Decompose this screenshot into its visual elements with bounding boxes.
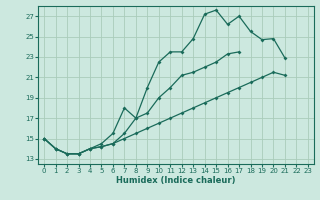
X-axis label: Humidex (Indice chaleur): Humidex (Indice chaleur) <box>116 176 236 185</box>
